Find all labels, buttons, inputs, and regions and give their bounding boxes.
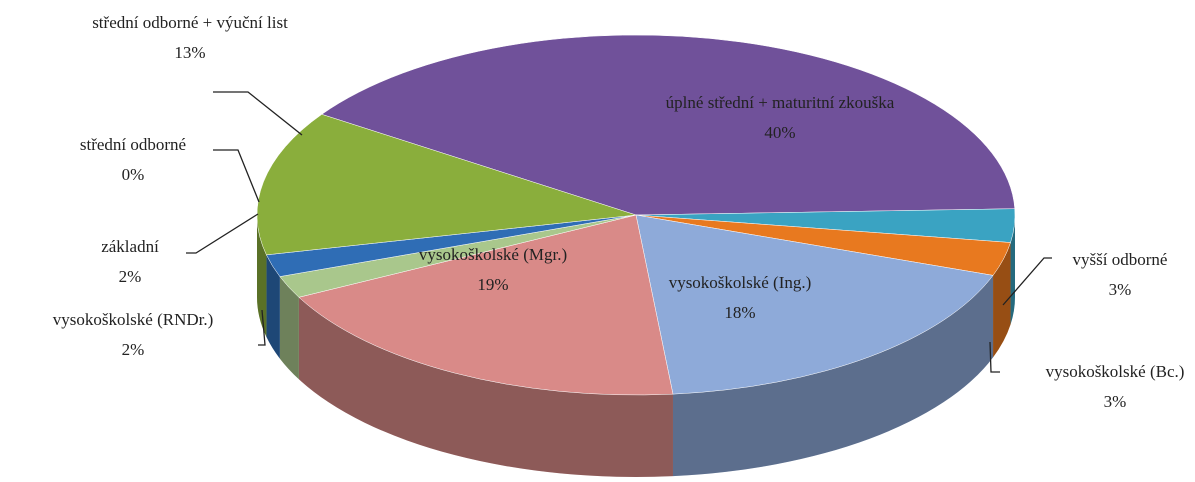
- slice: [635, 214, 994, 395]
- slice-side: [1010, 215, 1015, 325]
- slice: [321, 34, 1016, 216]
- slice-side-shade: [266, 254, 280, 359]
- label-value: 18%: [724, 303, 756, 322]
- label-value: 13%: [174, 43, 206, 62]
- slice: [298, 214, 674, 396]
- label-name: vysokoškolské (Mgr.): [418, 245, 568, 264]
- label-name: vysokoškolské (Bc.): [1045, 362, 1185, 381]
- leader-line: [186, 213, 259, 254]
- data-label: základní 2%: [70, 232, 190, 292]
- data-label: střední odborné 0%: [33, 130, 233, 190]
- label-value: 0%: [121, 165, 145, 184]
- data-label: úplné střední + maturitní zkouška 40%: [655, 88, 905, 148]
- label-value: 19%: [477, 275, 509, 294]
- data-label: vysokoškolské (Ing.) 18%: [620, 268, 860, 328]
- data-label: vysokoškolské (Bc.) 3%: [1015, 357, 1195, 417]
- slice-side: [672, 275, 994, 477]
- label-value: 40%: [764, 123, 796, 142]
- label-value: 3%: [1103, 392, 1127, 411]
- slice-side-shade: [298, 297, 673, 477]
- data-label: vyšší odborné 3%: [1020, 245, 1195, 305]
- label-value: 3%: [1108, 280, 1132, 299]
- slice-side-shade: [257, 215, 267, 337]
- slice-side: [993, 242, 1011, 358]
- label-name: střední odborné: [79, 135, 187, 154]
- leader-line: [1002, 257, 1052, 306]
- leader-line: [989, 341, 1000, 373]
- leader-lines: [186, 91, 1052, 373]
- leader-line: [213, 149, 260, 203]
- slice-side-shade: [993, 242, 1011, 358]
- label-name: střední odborné + výuční list: [92, 13, 288, 32]
- slice-side: [279, 276, 299, 380]
- label-value: 2%: [118, 267, 142, 286]
- slice-side-shade: [672, 275, 994, 477]
- label-name: vyšší odborné: [1072, 250, 1168, 269]
- label-name: úplné střední + maturitní zkouška: [665, 93, 895, 112]
- label-value: 2%: [121, 340, 145, 359]
- data-label: střední odborné + výuční list 13%: [60, 8, 320, 68]
- slice-side: [257, 215, 267, 337]
- slice: [256, 114, 637, 256]
- label-name: vysokoškolské (RNDr.): [52, 310, 214, 329]
- data-label: vysokoškolské (RNDr.) 2%: [3, 305, 263, 365]
- label-name: vysokoškolské (Ing.): [668, 273, 812, 292]
- slice-side-shade: [279, 276, 299, 380]
- leader-line: [213, 91, 303, 136]
- slice-side: [266, 254, 280, 359]
- slice-side-shade: [1010, 215, 1015, 325]
- label-name: základní: [101, 237, 159, 256]
- data-label: vysokoškolské (Mgr.) 19%: [373, 240, 613, 300]
- leader-line: [258, 309, 266, 346]
- slice-side: [298, 297, 673, 477]
